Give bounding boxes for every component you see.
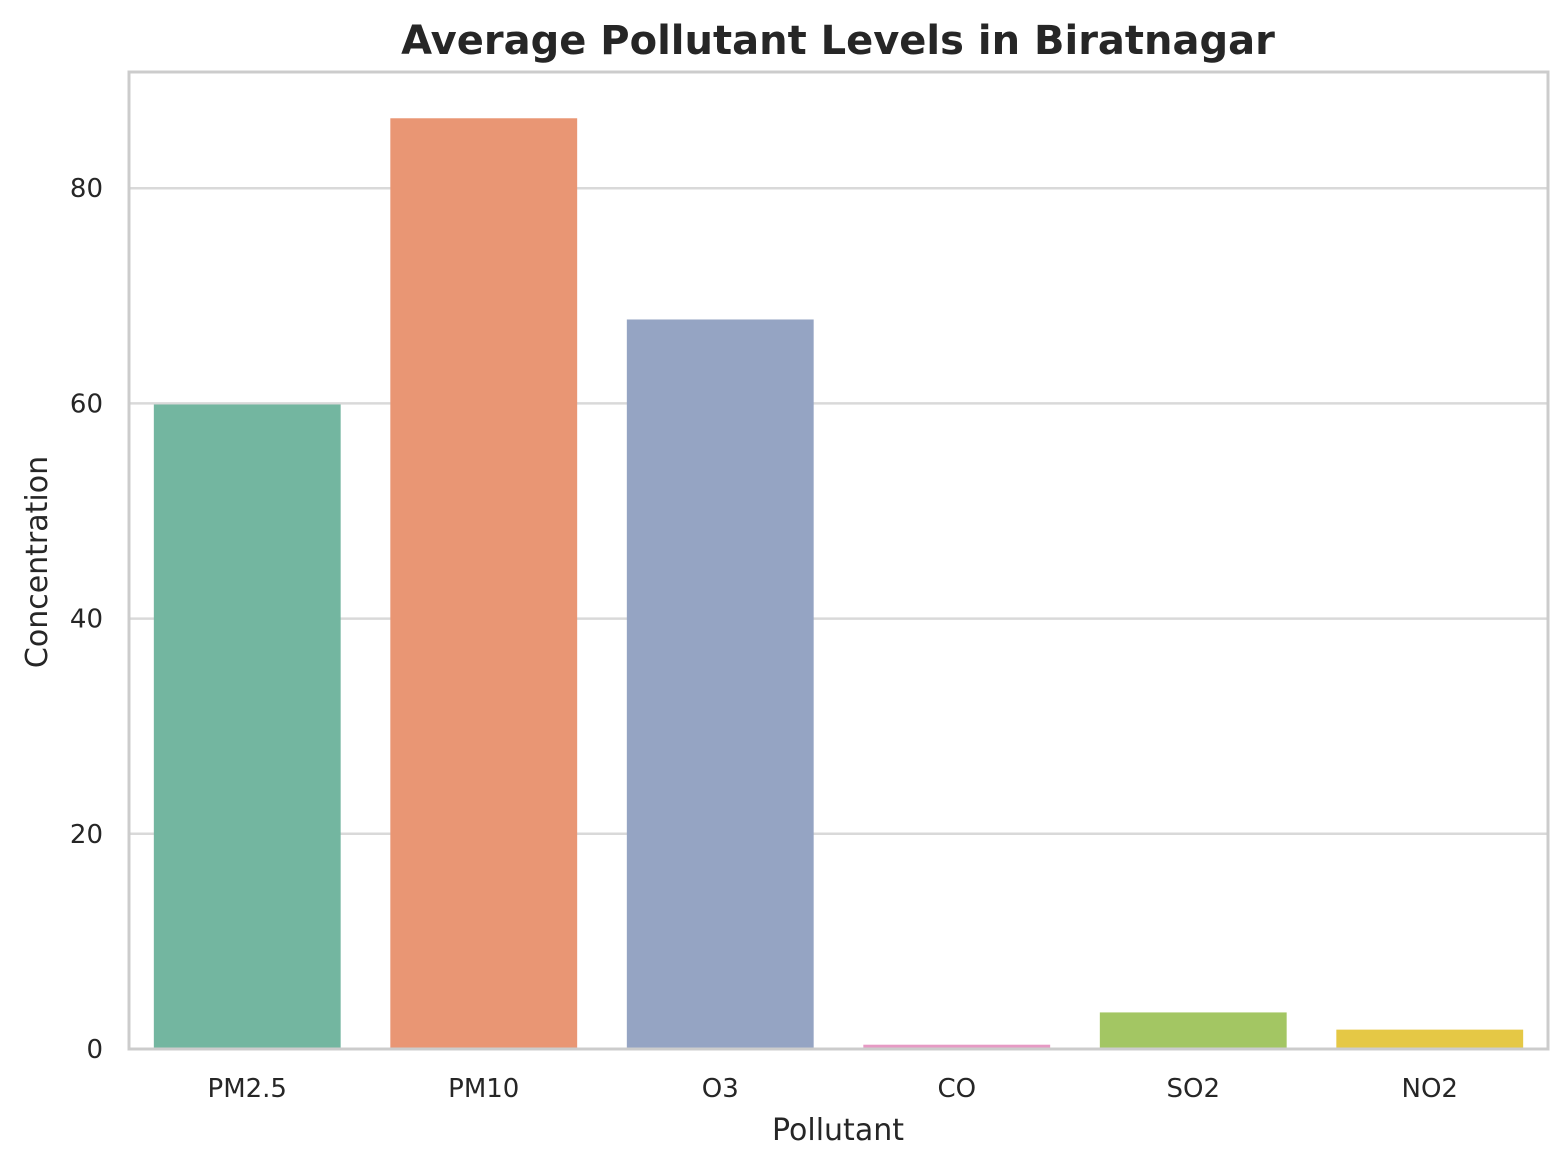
bar-pm10 xyxy=(390,118,578,1049)
x-tick-label: SO2 xyxy=(1166,1074,1220,1104)
bar-co xyxy=(863,1044,1051,1049)
chart-title: Average Pollutant Levels in Biratnagar xyxy=(401,18,1275,64)
x-tick-label: PM2.5 xyxy=(208,1074,287,1104)
bars xyxy=(153,118,1524,1049)
x-tick-label: CO xyxy=(937,1074,976,1104)
y-tick-label: 40 xyxy=(70,605,103,635)
bar-no2 xyxy=(1336,1029,1524,1049)
x-tick-label: PM10 xyxy=(448,1074,519,1104)
plot-frame xyxy=(127,70,1550,1051)
gridlines xyxy=(129,186,1548,1051)
y-tick-labels: 0 20 40 60 80 xyxy=(70,174,103,1065)
y-tick-label: 60 xyxy=(70,389,103,419)
x-tick-label: O3 xyxy=(702,1074,739,1104)
x-tick-label: NO2 xyxy=(1402,1074,1458,1104)
bar-o3 xyxy=(626,319,814,1049)
y-tick-label: 0 xyxy=(86,1035,103,1065)
x-axis-label: Pollutant xyxy=(772,1113,904,1148)
bar-so2 xyxy=(1099,1012,1287,1049)
y-axis-label: Concentration xyxy=(20,456,55,668)
y-tick-label: 80 xyxy=(70,174,103,204)
bar-pm2-5 xyxy=(153,404,341,1049)
y-tick-label: 20 xyxy=(70,820,103,850)
x-tick-labels: PM2.5 PM10 O3 CO SO2 NO2 xyxy=(208,1074,1458,1104)
